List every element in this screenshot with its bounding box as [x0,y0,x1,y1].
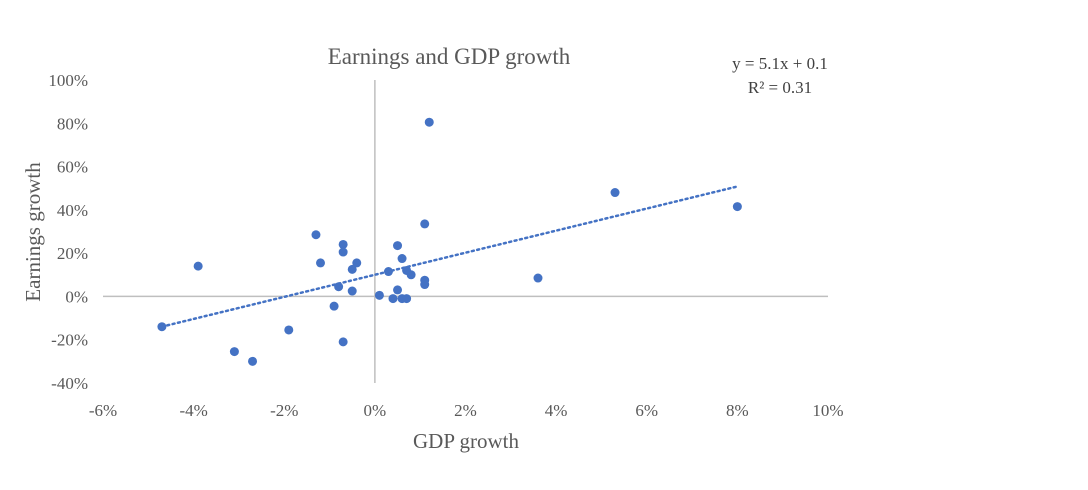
data-point [383,267,393,277]
data-point [338,239,348,249]
y-tick-label: -20% [51,331,88,350]
data-point [374,290,384,300]
y-tick-label: -40% [51,374,88,393]
data-point [229,347,239,357]
trendline [160,185,739,328]
data-point [347,286,357,296]
x-tick-label: 6% [635,401,658,420]
data-point [248,356,258,366]
data-point [732,202,742,212]
data-point [420,219,430,229]
data-point [157,322,167,332]
x-tick-label: 8% [726,401,749,420]
x-tick-label: -4% [179,401,207,420]
data-point [352,258,362,268]
data-point [406,270,416,280]
data-point [311,230,321,240]
data-point [424,117,434,127]
data-point [338,247,348,257]
data-point [347,264,357,274]
y-tick-label: 40% [57,201,88,220]
y-tick-label: 60% [57,158,88,177]
data-point [610,188,620,198]
x-tick-label: 4% [545,401,568,420]
x-tick-label: 0% [364,401,387,420]
chart-title: Earnings and GDP growth [328,44,571,69]
data-point [393,241,403,251]
y-axis-title: Earnings growth [21,162,45,302]
y-tick-label: 80% [57,114,88,133]
data-point [329,301,339,311]
data-points [157,117,742,366]
y-tick-label: 100% [48,71,88,90]
data-point [533,273,543,283]
data-point [193,261,203,271]
data-point [334,282,344,292]
data-point [402,294,412,304]
x-tick-label: 10% [812,401,843,420]
x-tick-label: 2% [454,401,477,420]
data-point [316,258,325,268]
axes [103,80,828,383]
y-tick-label: 0% [65,287,88,306]
y-tick-labels: -40% -20% 0% 20% 40% 60% 80% 100% [48,71,88,393]
data-point [397,254,407,264]
data-point [393,285,403,295]
data-point [284,325,294,335]
trendline-r-squared: R² = 0.31 [748,78,812,97]
x-tick-label: -6% [89,401,117,420]
trendline-group [160,185,739,328]
x-tick-labels: -6% -4% -2% 0% 2% 4% 6% 8% 10% [89,401,844,420]
y-tick-label: 20% [57,244,88,263]
data-point [420,280,430,290]
data-point [338,337,348,347]
x-axis-title: GDP growth [413,429,519,453]
trendline-equation: y = 5.1x + 0.1 [732,54,828,73]
data-point [388,294,398,304]
x-tick-label: -2% [270,401,298,420]
